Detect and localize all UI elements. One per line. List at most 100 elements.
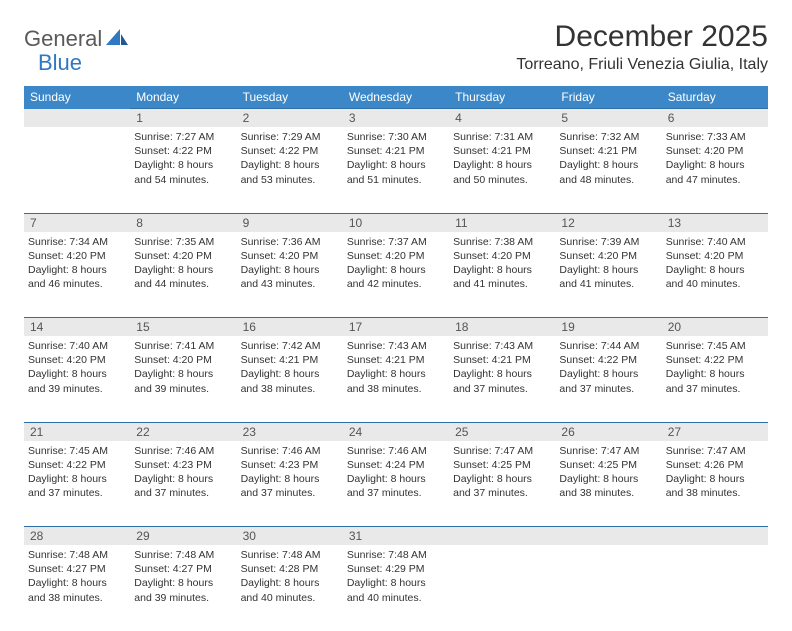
day-cell: Sunrise: 7:48 AM Sunset: 4:28 PM Dayligh… — [237, 545, 343, 631]
day-details: Sunrise: 7:33 AM Sunset: 4:20 PM Dayligh… — [666, 130, 764, 187]
day-number: 7 — [30, 216, 37, 230]
day-details: Sunrise: 7:31 AM Sunset: 4:21 PM Dayligh… — [453, 130, 551, 187]
day-details: Sunrise: 7:32 AM Sunset: 4:21 PM Dayligh… — [559, 130, 657, 187]
week-row: Sunrise: 7:48 AM Sunset: 4:27 PM Dayligh… — [24, 545, 768, 631]
day-cell: Sunrise: 7:33 AM Sunset: 4:20 PM Dayligh… — [662, 127, 768, 213]
brand-logo: General — [24, 26, 108, 52]
day-number: 10 — [349, 216, 362, 230]
daynum-cell: 10 — [343, 213, 449, 232]
daynum-cell: 27 — [662, 422, 768, 441]
day-number: 14 — [30, 320, 43, 334]
day-details: Sunrise: 7:48 AM Sunset: 4:27 PM Dayligh… — [134, 548, 232, 605]
day-cell: Sunrise: 7:32 AM Sunset: 4:21 PM Dayligh… — [555, 127, 661, 213]
weekday-header-row: Sunday Monday Tuesday Wednesday Thursday… — [24, 86, 768, 109]
day-cell: Sunrise: 7:35 AM Sunset: 4:20 PM Dayligh… — [130, 232, 236, 318]
daynum-cell: 22 — [130, 422, 236, 441]
daynum-row: 14151617181920 — [24, 318, 768, 337]
daynum-cell: 4 — [449, 109, 555, 128]
day-details: Sunrise: 7:47 AM Sunset: 4:25 PM Dayligh… — [559, 444, 657, 501]
day-details: Sunrise: 7:44 AM Sunset: 4:22 PM Dayligh… — [559, 339, 657, 396]
day-cell: Sunrise: 7:34 AM Sunset: 4:20 PM Dayligh… — [24, 232, 130, 318]
day-cell: Sunrise: 7:45 AM Sunset: 4:22 PM Dayligh… — [662, 336, 768, 422]
day-cell: Sunrise: 7:47 AM Sunset: 4:25 PM Dayligh… — [449, 441, 555, 527]
day-cell: Sunrise: 7:45 AM Sunset: 4:22 PM Dayligh… — [24, 441, 130, 527]
day-number: 1 — [136, 111, 143, 125]
daynum-cell: 13 — [662, 213, 768, 232]
daynum-cell: 8 — [130, 213, 236, 232]
day-number: 17 — [349, 320, 362, 334]
day-cell: Sunrise: 7:31 AM Sunset: 4:21 PM Dayligh… — [449, 127, 555, 213]
day-number: 18 — [455, 320, 468, 334]
day-number: 30 — [243, 529, 256, 543]
day-number: 19 — [561, 320, 574, 334]
day-details: Sunrise: 7:47 AM Sunset: 4:25 PM Dayligh… — [453, 444, 551, 501]
day-details: Sunrise: 7:38 AM Sunset: 4:20 PM Dayligh… — [453, 235, 551, 292]
daynum-cell: 18 — [449, 318, 555, 337]
day-cell: Sunrise: 7:38 AM Sunset: 4:20 PM Dayligh… — [449, 232, 555, 318]
weekday-header: Friday — [555, 86, 661, 109]
daynum-row: 21222324252627 — [24, 422, 768, 441]
day-details: Sunrise: 7:46 AM Sunset: 4:24 PM Dayligh… — [347, 444, 445, 501]
daynum-cell: 6 — [662, 109, 768, 128]
day-details: Sunrise: 7:43 AM Sunset: 4:21 PM Dayligh… — [453, 339, 551, 396]
day-number: 26 — [561, 425, 574, 439]
calendar-table: Sunday Monday Tuesday Wednesday Thursday… — [24, 86, 768, 631]
day-details: Sunrise: 7:45 AM Sunset: 4:22 PM Dayligh… — [666, 339, 764, 396]
daynum-cell: 17 — [343, 318, 449, 337]
weekday-header: Tuesday — [237, 86, 343, 109]
day-number: 16 — [243, 320, 256, 334]
day-number: 4 — [455, 111, 462, 125]
day-number: 22 — [136, 425, 149, 439]
weekday-header: Thursday — [449, 86, 555, 109]
day-number: 24 — [349, 425, 362, 439]
daynum-cell — [24, 109, 130, 128]
week-row: Sunrise: 7:27 AM Sunset: 4:22 PM Dayligh… — [24, 127, 768, 213]
daynum-cell: 30 — [237, 527, 343, 546]
day-number: 5 — [561, 111, 568, 125]
day-details: Sunrise: 7:47 AM Sunset: 4:26 PM Dayligh… — [666, 444, 764, 501]
daynum-row: 28293031 — [24, 527, 768, 546]
daynum-cell: 31 — [343, 527, 449, 546]
daynum-cell: 29 — [130, 527, 236, 546]
weekday-header: Saturday — [662, 86, 768, 109]
day-details: Sunrise: 7:40 AM Sunset: 4:20 PM Dayligh… — [666, 235, 764, 292]
day-details: Sunrise: 7:48 AM Sunset: 4:28 PM Dayligh… — [241, 548, 339, 605]
day-cell — [555, 545, 661, 631]
day-cell: Sunrise: 7:42 AM Sunset: 4:21 PM Dayligh… — [237, 336, 343, 422]
day-cell: Sunrise: 7:27 AM Sunset: 4:22 PM Dayligh… — [130, 127, 236, 213]
daynum-cell — [449, 527, 555, 546]
brand-part1: General — [24, 26, 102, 52]
day-details: Sunrise: 7:39 AM Sunset: 4:20 PM Dayligh… — [559, 235, 657, 292]
month-title: December 2025 — [516, 20, 768, 54]
daynum-cell — [555, 527, 661, 546]
day-cell: Sunrise: 7:43 AM Sunset: 4:21 PM Dayligh… — [343, 336, 449, 422]
day-cell: Sunrise: 7:30 AM Sunset: 4:21 PM Dayligh… — [343, 127, 449, 213]
day-details: Sunrise: 7:48 AM Sunset: 4:27 PM Dayligh… — [28, 548, 126, 605]
day-number: 3 — [349, 111, 356, 125]
daynum-cell: 25 — [449, 422, 555, 441]
daynum-cell: 16 — [237, 318, 343, 337]
day-cell: Sunrise: 7:40 AM Sunset: 4:20 PM Dayligh… — [24, 336, 130, 422]
day-details: Sunrise: 7:36 AM Sunset: 4:20 PM Dayligh… — [241, 235, 339, 292]
day-number: 12 — [561, 216, 574, 230]
day-cell: Sunrise: 7:48 AM Sunset: 4:27 PM Dayligh… — [130, 545, 236, 631]
day-number: 15 — [136, 320, 149, 334]
day-details: Sunrise: 7:41 AM Sunset: 4:20 PM Dayligh… — [134, 339, 232, 396]
day-cell: Sunrise: 7:47 AM Sunset: 4:25 PM Dayligh… — [555, 441, 661, 527]
day-cell — [662, 545, 768, 631]
daynum-cell — [662, 527, 768, 546]
day-details: Sunrise: 7:30 AM Sunset: 4:21 PM Dayligh… — [347, 130, 445, 187]
daynum-cell: 21 — [24, 422, 130, 441]
day-details: Sunrise: 7:27 AM Sunset: 4:22 PM Dayligh… — [134, 130, 232, 187]
weekday-header: Wednesday — [343, 86, 449, 109]
day-details: Sunrise: 7:43 AM Sunset: 4:21 PM Dayligh… — [347, 339, 445, 396]
daynum-cell: 19 — [555, 318, 661, 337]
daynum-row: 78910111213 — [24, 213, 768, 232]
daynum-cell: 3 — [343, 109, 449, 128]
week-row: Sunrise: 7:40 AM Sunset: 4:20 PM Dayligh… — [24, 336, 768, 422]
day-details: Sunrise: 7:40 AM Sunset: 4:20 PM Dayligh… — [28, 339, 126, 396]
day-number: 2 — [243, 111, 250, 125]
day-number: 25 — [455, 425, 468, 439]
day-cell — [24, 127, 130, 213]
week-row: Sunrise: 7:45 AM Sunset: 4:22 PM Dayligh… — [24, 441, 768, 527]
